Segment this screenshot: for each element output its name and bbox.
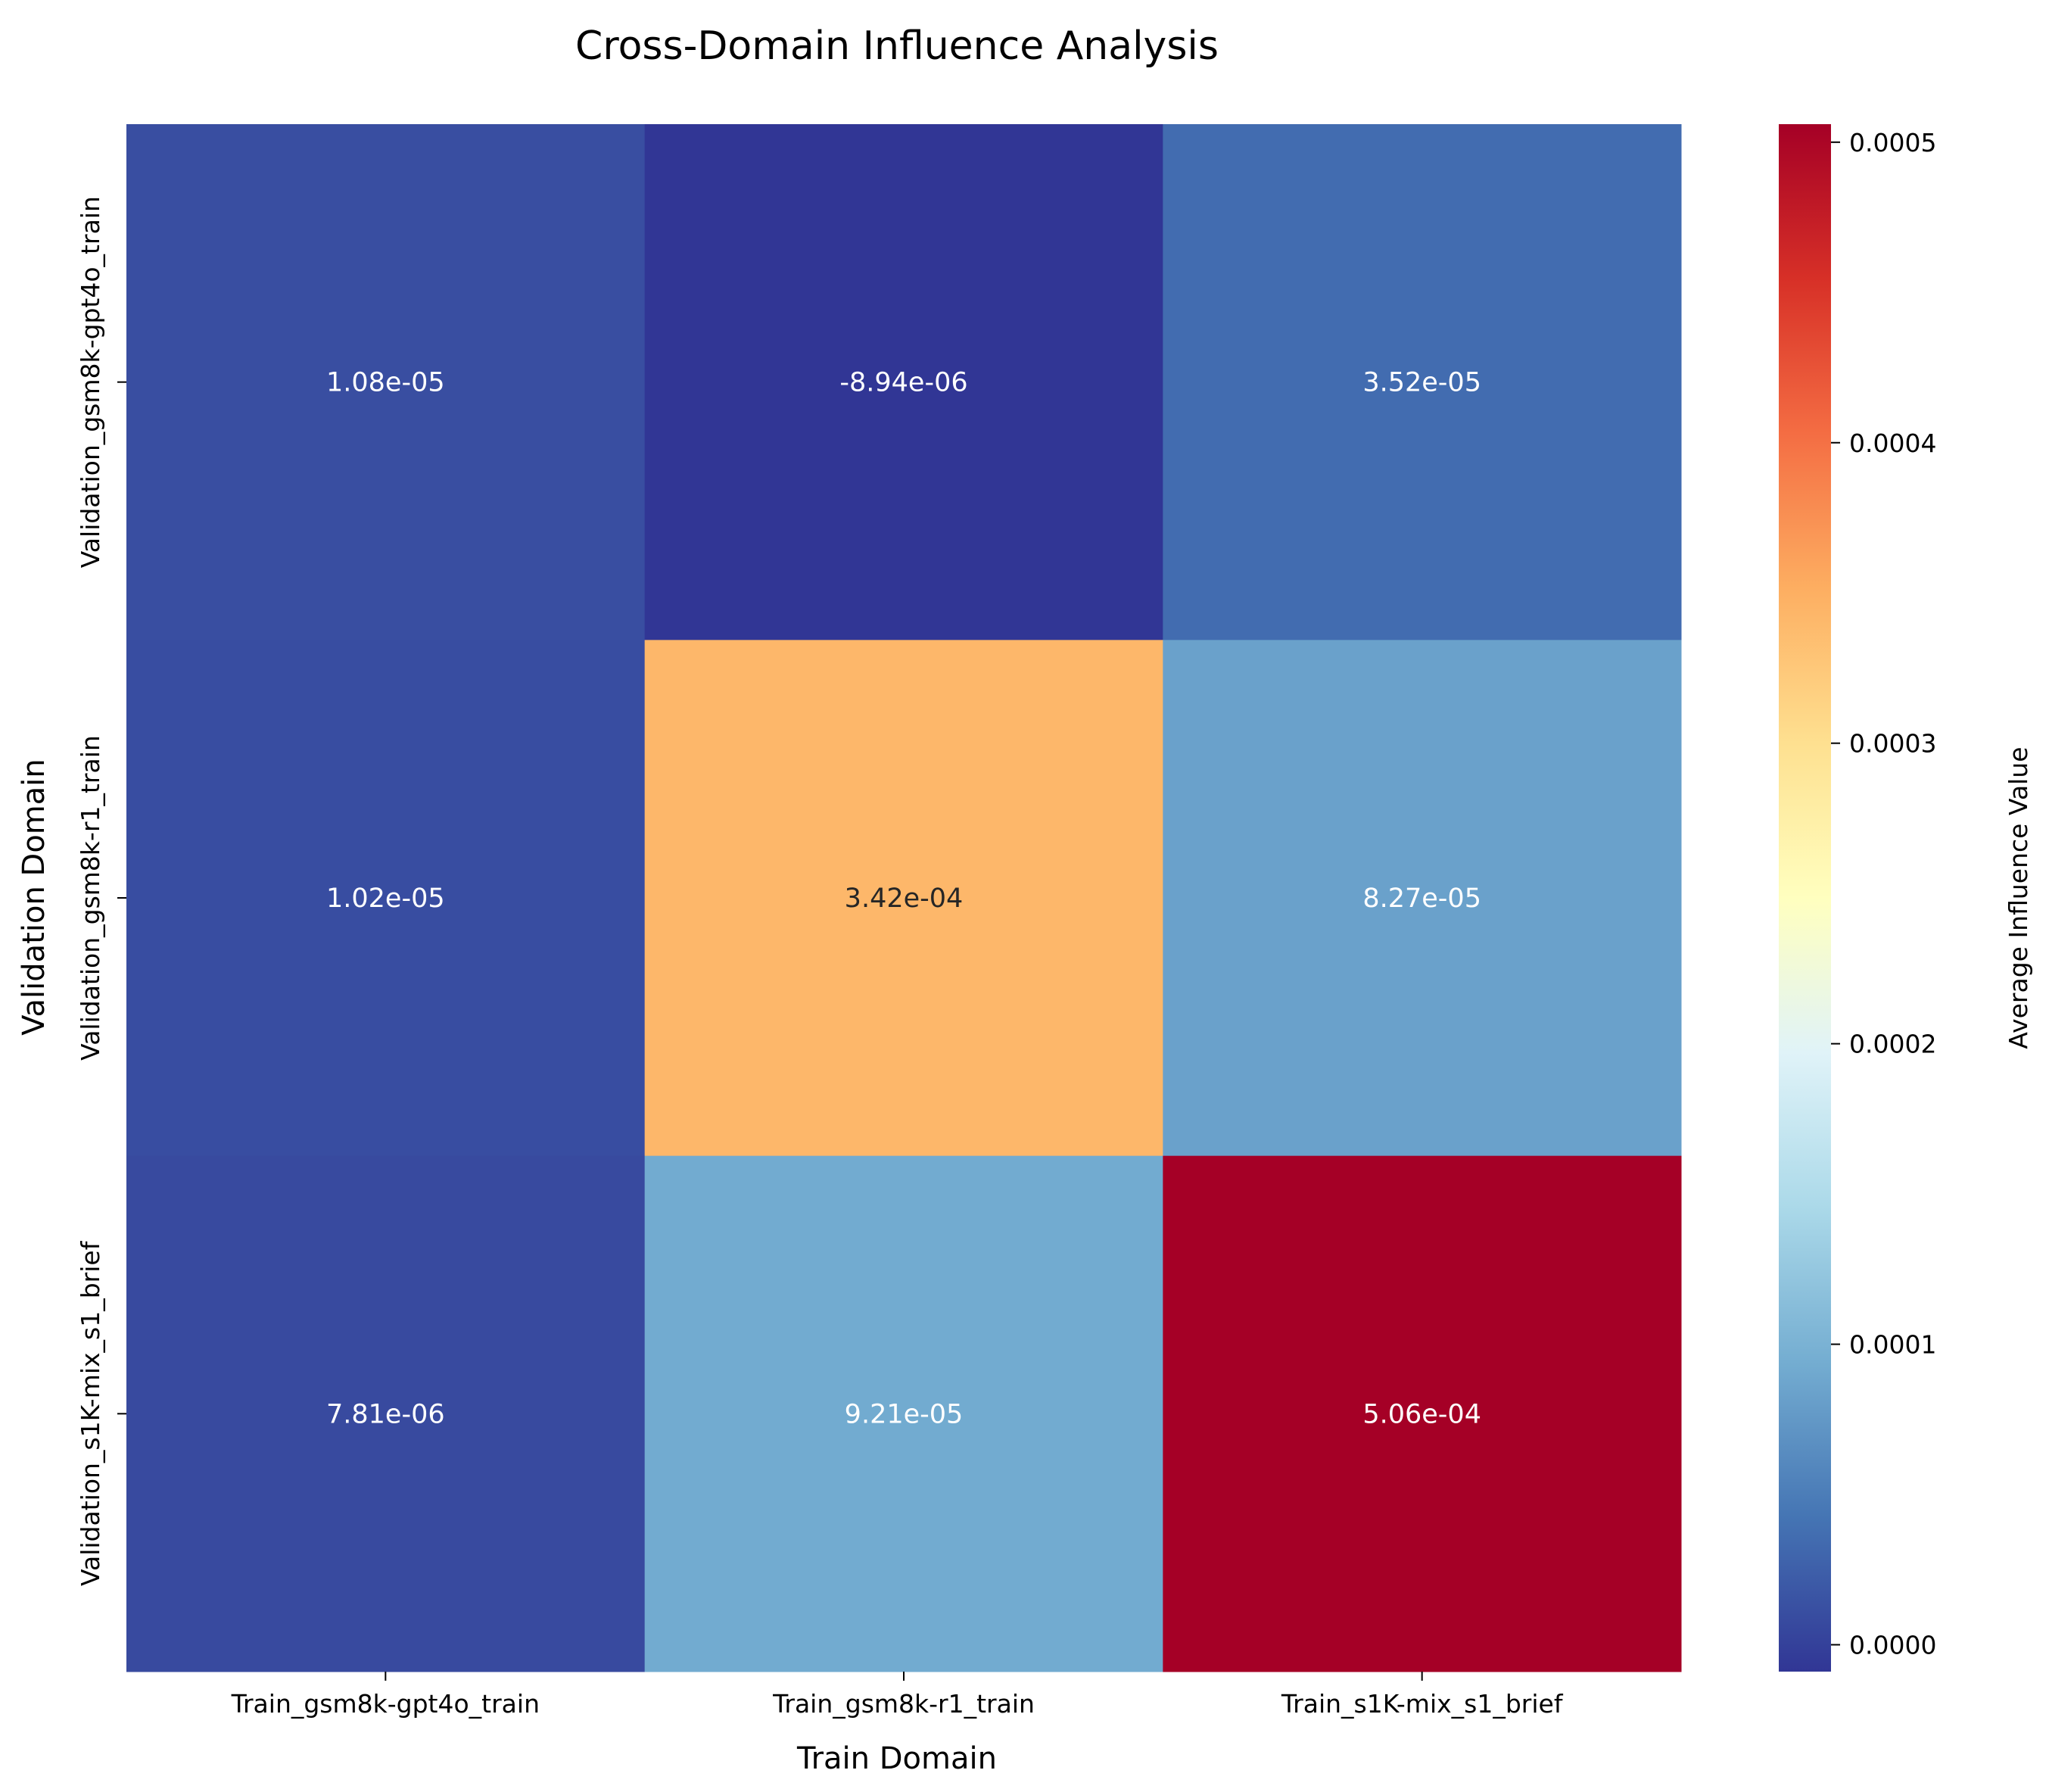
colorbar-ticks: 0.0000 0.0001 0.0002 0.0003 0.0004 0.0005: [1831, 128, 1936, 1660]
heatmap-cell: [126, 640, 646, 1157]
cell-value-label: 1.08e-05: [326, 368, 445, 398]
x-tick-label: Train_gsm8k-r1_train: [772, 1689, 1035, 1719]
heatmap-cell: [1163, 124, 1682, 640]
colorbar-tick-label: 0.0002: [1849, 1030, 1936, 1059]
colorbar-tick-label: 0.0003: [1849, 729, 1936, 759]
x-tick-label: Train_gsm8k-gpt4o_train: [231, 1689, 540, 1719]
y-tick-label: Validation_gsm8k-r1_train: [76, 735, 105, 1061]
heatmap-cell: [644, 124, 1163, 640]
cell-value-label: 1.02e-05: [326, 884, 445, 914]
heatmap-cell: [1163, 1155, 1682, 1672]
heatmap-cell: [644, 1155, 1163, 1672]
cell-value-label: 7.81e-06: [326, 1399, 445, 1429]
heatmap-cells: 1.08e-05 -8.94e-06 3.52e-05 1.02e-05 3.42e-0…: [126, 124, 1682, 1672]
y-axis: Validation_gsm8k-gpt4o_train Validation_g…: [76, 196, 126, 1586]
y-tick-label: Validation_gsm8k-gpt4o_train: [76, 196, 105, 568]
heatmap-cell: [1163, 640, 1682, 1157]
chart-title: Cross-Domain Influence Analysis: [575, 23, 1219, 69]
y-tick-label: Validation_s1K-mix_s1_brief: [76, 1240, 105, 1586]
cell-value-label: 3.52e-05: [1362, 368, 1481, 398]
cell-value-label: -8.94e-06: [839, 368, 967, 398]
colorbar-label: Average Influence Value: [2004, 746, 2033, 1049]
colorbar-tick-label: 0.0005: [1849, 128, 1936, 157]
x-axis: Train_gsm8k-gpt4o_train Train_gsm8k-r1_tr…: [231, 1672, 1564, 1719]
x-axis-label: Train Domain: [796, 1741, 997, 1776]
colorbar-tick-label: 0.0000: [1849, 1631, 1936, 1660]
colorbar: [1779, 124, 1831, 1672]
x-tick-label: Train_s1K-mix_s1_brief: [1281, 1689, 1564, 1719]
y-axis-label: Validation Domain: [17, 759, 51, 1035]
cell-value-label: 9.21e-05: [845, 1399, 964, 1429]
heatmap-cell: [126, 124, 646, 640]
colorbar-tick-label: 0.0001: [1849, 1330, 1936, 1360]
colorbar-tick-label: 0.0004: [1849, 429, 1936, 458]
cell-value-label: 5.06e-04: [1362, 1399, 1481, 1429]
heatmap-cell: [644, 640, 1163, 1157]
cell-value-label: 3.42e-04: [845, 884, 964, 914]
cell-value-label: 8.27e-05: [1362, 884, 1481, 914]
heatmap-cell: [126, 1155, 646, 1672]
